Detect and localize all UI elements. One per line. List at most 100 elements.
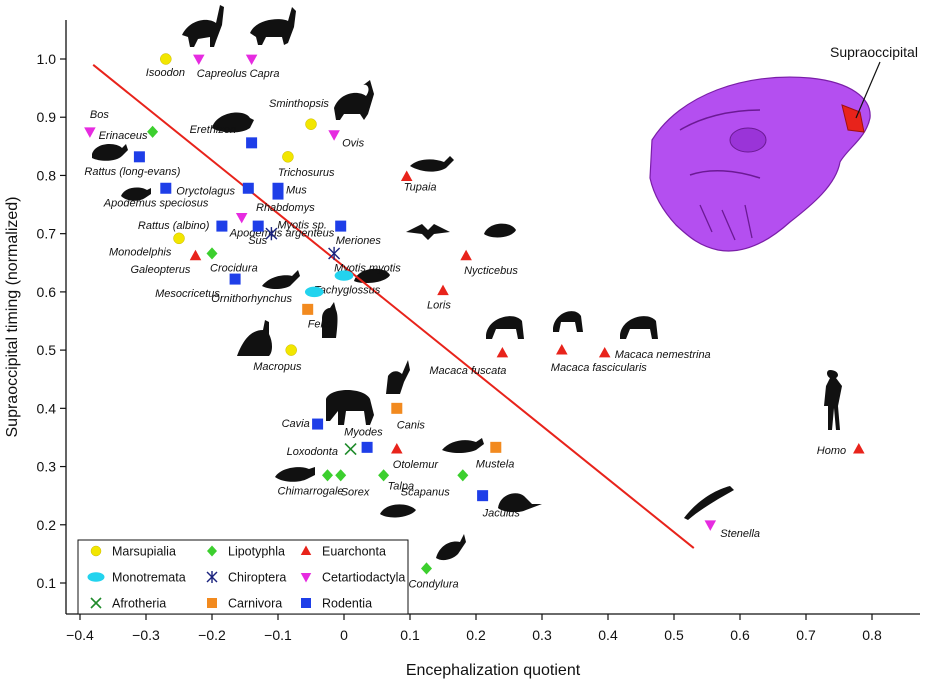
point-label-homo: Homo	[817, 445, 846, 457]
point-sorex	[335, 469, 347, 482]
point-rattus-long-evans	[133, 151, 145, 163]
animal-silhouette	[484, 223, 516, 238]
x-tick-label: 0.8	[862, 627, 882, 643]
point-macropus	[285, 344, 297, 356]
animal-silhouette	[620, 316, 658, 339]
x-tick-label: −0.2	[198, 627, 226, 643]
animal-silhouettes	[92, 5, 842, 561]
point-label-myotis-sp: Myotis sp.	[277, 220, 327, 232]
point-label-loxodonta: Loxodonta	[287, 446, 338, 458]
point-label-crocidura: Crocidura	[210, 262, 258, 274]
x-tick-label: 0	[340, 627, 348, 643]
animal-silhouette	[275, 467, 315, 482]
legend-marker-lipotyphla	[207, 545, 217, 557]
point-label-mus: Mus	[286, 184, 307, 196]
animal-silhouette	[824, 370, 842, 430]
point-loxodonta	[344, 443, 357, 456]
x-tick-label: −0.3	[132, 627, 160, 643]
point-jaculus	[477, 490, 489, 502]
point-myotis-sp	[265, 227, 278, 241]
point-label-rattus-albino: Rattus (albino)	[138, 220, 210, 232]
point-label-erinaceus: Erinaceus	[99, 130, 148, 142]
x-tick-label: 0.3	[532, 627, 552, 643]
point-otolemur	[391, 443, 403, 454]
point-apodemus-speciosus	[160, 182, 172, 194]
point-label-myotis-myotis: Myotis myotis	[334, 262, 401, 274]
point-label-sus: Sus	[248, 235, 267, 247]
point-label-rattus-long-evans: Rattus (long-evans)	[84, 166, 180, 178]
y-tick-label: 0.2	[37, 517, 57, 533]
point-mustela	[490, 441, 502, 453]
animal-silhouette	[237, 320, 272, 356]
x-tick-label: 0.5	[664, 627, 684, 643]
y-tick-label: 0.3	[37, 459, 57, 475]
animal-silhouette	[121, 187, 151, 201]
point-mesocricetus	[229, 273, 241, 285]
y-tick-label: 0.5	[37, 342, 57, 358]
point-homo	[853, 443, 865, 454]
legend-marker-monotremata	[87, 572, 105, 582]
point-label-tachyglossus: Tachyglossus	[314, 285, 381, 297]
legend-label-lipotyphla: Lipotyphla	[228, 545, 285, 559]
animal-silhouette	[406, 224, 450, 240]
point-label-loris: Loris	[427, 300, 451, 312]
data-points: Isoodon Capreolus Capra Bos Erinaceus Rattus …	[84, 53, 865, 590]
point-label-chimarrogale: Chimarrogale	[278, 485, 344, 497]
point-macaca-fascicularis	[556, 344, 568, 355]
point-erethizon	[246, 137, 258, 149]
point-myotis-myotis	[328, 246, 341, 261]
x-tick-label: −0.1	[264, 627, 292, 643]
animal-silhouette	[442, 438, 484, 453]
point-loris	[437, 284, 449, 296]
point-label-monodelphis: Monodelphis	[109, 246, 172, 258]
point-label-canis: Canis	[397, 419, 426, 431]
animal-silhouette	[182, 5, 224, 47]
animal-silhouette	[498, 493, 542, 513]
point-label-otolemur: Otolemur	[393, 459, 440, 471]
point-cavia	[312, 418, 324, 430]
point-label-felis: Felis	[308, 318, 332, 330]
point-meriones	[335, 220, 347, 232]
point-capreolus	[193, 54, 205, 66]
x-tick-label: 0.7	[796, 627, 816, 643]
skull-illustration	[649, 61, 881, 252]
point-bos	[84, 127, 96, 138]
point-label-macropus: Macropus	[253, 361, 302, 373]
point-label-macaca-nemestrina: Macaca nemestrina	[615, 349, 711, 361]
legend-label-monotremata: Monotremata	[112, 571, 186, 585]
point-chimarrogale	[322, 469, 333, 482]
point-canis	[391, 402, 403, 414]
y-tick-label: 1.0	[37, 51, 57, 67]
point-macaca-fuscata	[496, 346, 509, 358]
animal-silhouette	[354, 268, 390, 283]
point-label-stenella: Stenella	[720, 528, 760, 540]
point-tachyglossus	[334, 270, 354, 281]
legend: Marsupialia Lipotyphla Euarchonta Monotrema…	[77, 539, 409, 615]
animal-silhouette	[250, 7, 296, 45]
point-erinaceus	[147, 125, 159, 138]
legend-label-chiroptera: Chiroptera	[228, 571, 286, 585]
point-label-jaculus: Jaculus	[482, 508, 521, 520]
point-tupaia	[400, 170, 413, 182]
animal-silhouette	[326, 390, 374, 425]
point-label-macaca-fuscata: Macaca fuscata	[429, 365, 506, 377]
point-label-ovis: Ovis	[342, 138, 365, 150]
point-label-oryctolagus: Oryctolagus	[176, 185, 235, 197]
point-label-bos: Bos	[90, 109, 109, 121]
legend-label-rodentia: Rodentia	[322, 597, 372, 611]
point-isoodon	[160, 53, 172, 65]
y-tick-label: 0.7	[37, 226, 57, 242]
point-apodemus-argenteus	[235, 212, 248, 224]
point-oryctolagus	[242, 182, 254, 194]
x-axis-title: Encephalization quotient	[406, 662, 581, 679]
point-label-sorex: Sorex	[341, 486, 370, 498]
legend-label-carnivora: Carnivora	[228, 597, 282, 611]
legend-marker-afrotheria	[90, 597, 102, 609]
legend-marker-carnivora	[207, 598, 217, 608]
x-tick-label: 0.1	[400, 627, 420, 643]
point-capra	[245, 54, 258, 66]
x-axis-ticks: −0.4 −0.3 −0.2 −0.1 0 0.1 0.2 0.3 0.4 0.5 0.6 0.7 0.…	[66, 614, 882, 643]
point-sus	[252, 220, 264, 232]
y-tick-label: 0.8	[37, 167, 57, 183]
legend-marker-chiroptera	[206, 571, 218, 583]
